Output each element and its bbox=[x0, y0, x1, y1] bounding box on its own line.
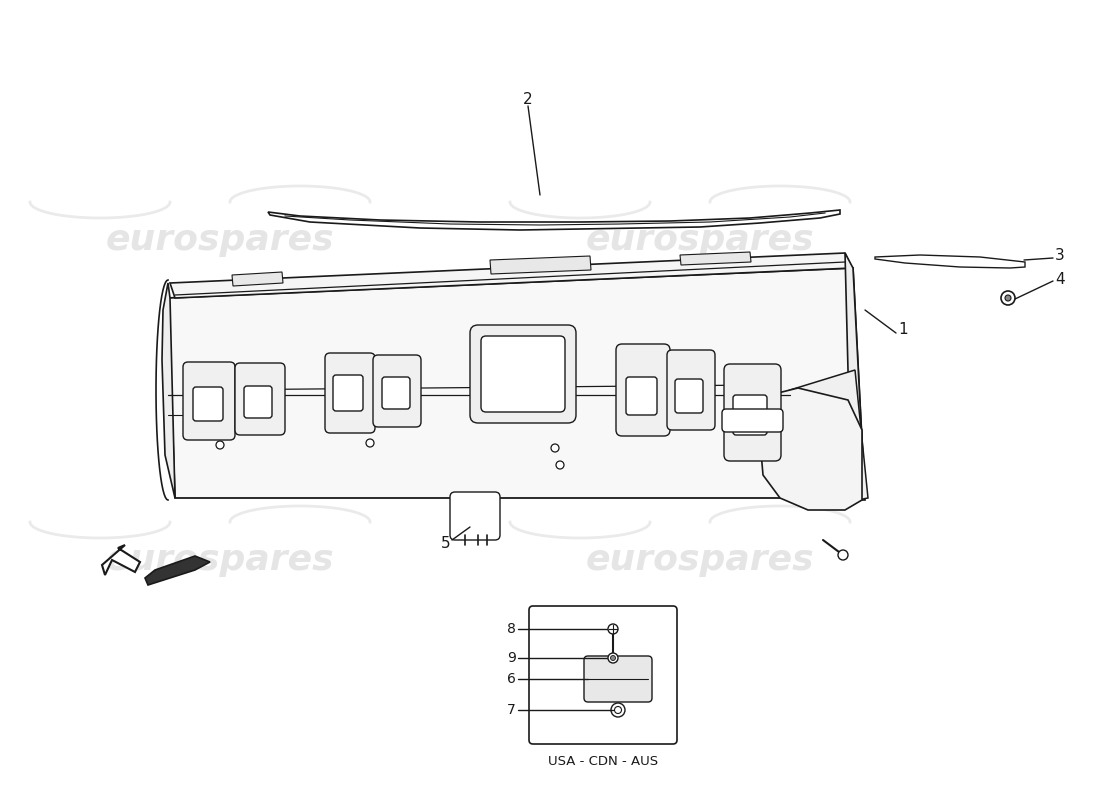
Polygon shape bbox=[170, 253, 852, 298]
Circle shape bbox=[610, 703, 625, 717]
Polygon shape bbox=[145, 556, 210, 585]
Text: 3: 3 bbox=[1055, 247, 1065, 262]
Polygon shape bbox=[490, 256, 591, 274]
Text: 6: 6 bbox=[507, 672, 516, 686]
FancyBboxPatch shape bbox=[192, 387, 223, 421]
Circle shape bbox=[610, 655, 616, 661]
Circle shape bbox=[551, 444, 559, 452]
FancyBboxPatch shape bbox=[733, 395, 767, 435]
Text: USA - CDN - AUS: USA - CDN - AUS bbox=[548, 755, 658, 768]
FancyBboxPatch shape bbox=[373, 355, 421, 427]
FancyBboxPatch shape bbox=[183, 362, 235, 440]
Polygon shape bbox=[764, 370, 868, 500]
Text: 9: 9 bbox=[507, 651, 516, 665]
Polygon shape bbox=[232, 272, 283, 286]
Circle shape bbox=[608, 624, 618, 634]
Text: eurospares: eurospares bbox=[106, 543, 334, 577]
Polygon shape bbox=[162, 283, 175, 498]
Polygon shape bbox=[168, 268, 865, 498]
Circle shape bbox=[366, 439, 374, 447]
FancyBboxPatch shape bbox=[235, 363, 285, 435]
Polygon shape bbox=[268, 210, 840, 230]
Circle shape bbox=[1001, 291, 1015, 305]
FancyBboxPatch shape bbox=[450, 492, 500, 540]
FancyBboxPatch shape bbox=[626, 377, 657, 415]
Polygon shape bbox=[874, 255, 1025, 268]
Text: eurospares: eurospares bbox=[585, 223, 814, 257]
Circle shape bbox=[1005, 295, 1011, 301]
FancyBboxPatch shape bbox=[616, 344, 670, 436]
FancyBboxPatch shape bbox=[324, 353, 375, 433]
Polygon shape bbox=[680, 252, 751, 265]
FancyBboxPatch shape bbox=[470, 325, 576, 423]
FancyBboxPatch shape bbox=[244, 386, 272, 418]
Text: 7: 7 bbox=[507, 703, 516, 717]
Circle shape bbox=[556, 461, 564, 469]
Text: 4: 4 bbox=[1055, 273, 1065, 287]
Polygon shape bbox=[845, 253, 865, 500]
Text: eurospares: eurospares bbox=[106, 223, 334, 257]
FancyBboxPatch shape bbox=[667, 350, 715, 430]
Circle shape bbox=[615, 706, 622, 714]
FancyBboxPatch shape bbox=[529, 606, 676, 744]
Text: 5: 5 bbox=[440, 535, 450, 550]
FancyBboxPatch shape bbox=[722, 409, 783, 432]
Circle shape bbox=[608, 653, 618, 663]
FancyBboxPatch shape bbox=[382, 377, 410, 409]
Polygon shape bbox=[760, 388, 862, 510]
Text: 8: 8 bbox=[507, 622, 516, 636]
FancyBboxPatch shape bbox=[333, 375, 363, 411]
Circle shape bbox=[216, 441, 224, 449]
Text: eurospares: eurospares bbox=[585, 543, 814, 577]
FancyBboxPatch shape bbox=[675, 379, 703, 413]
Polygon shape bbox=[102, 545, 140, 575]
Circle shape bbox=[838, 550, 848, 560]
FancyBboxPatch shape bbox=[584, 656, 652, 702]
FancyBboxPatch shape bbox=[724, 364, 781, 461]
Text: 1: 1 bbox=[898, 322, 907, 338]
Text: 2: 2 bbox=[524, 93, 532, 107]
FancyBboxPatch shape bbox=[481, 336, 565, 412]
